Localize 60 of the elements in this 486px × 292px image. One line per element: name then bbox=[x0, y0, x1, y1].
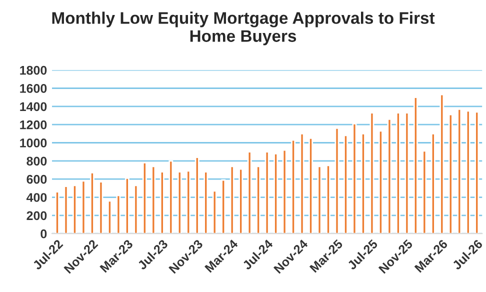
bar bbox=[204, 171, 208, 234]
bar bbox=[317, 166, 322, 234]
y-tick-label: 1600 bbox=[20, 84, 47, 93]
bar bbox=[160, 171, 164, 234]
bar bbox=[107, 200, 112, 234]
bar bbox=[291, 139, 296, 234]
bar bbox=[300, 132, 304, 234]
bar bbox=[404, 112, 410, 234]
bar bbox=[440, 94, 444, 234]
bar bbox=[134, 184, 138, 234]
bar bbox=[264, 151, 270, 234]
bar bbox=[212, 190, 217, 234]
bar bbox=[256, 166, 261, 234]
bar bbox=[360, 132, 366, 234]
bar bbox=[194, 156, 200, 234]
bar bbox=[396, 112, 400, 234]
y-tick-label: 1800 bbox=[20, 66, 47, 75]
bar bbox=[230, 166, 234, 234]
bar bbox=[55, 191, 60, 234]
bar bbox=[247, 151, 252, 234]
bar bbox=[151, 166, 156, 234]
y-tick-label: 200 bbox=[26, 211, 47, 220]
bar bbox=[474, 111, 480, 234]
bar bbox=[81, 180, 86, 234]
bar bbox=[378, 130, 383, 234]
bar bbox=[98, 181, 104, 234]
bar bbox=[142, 162, 147, 234]
bar bbox=[282, 149, 287, 234]
bar bbox=[177, 171, 182, 234]
bar bbox=[274, 152, 278, 234]
bar bbox=[221, 179, 226, 234]
bar bbox=[457, 108, 462, 234]
bar bbox=[430, 132, 436, 234]
y-tick-label: 600 bbox=[26, 174, 47, 184]
bar bbox=[90, 172, 94, 234]
bar bbox=[448, 114, 453, 234]
chart-title: Monthly Low Equity Mortgage Approvals to First Home Buyers bbox=[52, 12, 435, 46]
bar bbox=[370, 112, 374, 234]
bar bbox=[466, 110, 470, 234]
bar bbox=[344, 134, 348, 234]
y-tick-label: 800 bbox=[26, 156, 47, 166]
bar bbox=[116, 194, 121, 234]
bar bbox=[352, 122, 357, 234]
bar bbox=[64, 186, 68, 234]
bar bbox=[334, 128, 340, 234]
bar bbox=[422, 150, 427, 234]
bar bbox=[387, 118, 392, 234]
bar bbox=[168, 160, 174, 234]
bar bbox=[308, 138, 313, 234]
bar bbox=[238, 168, 244, 234]
y-tick-label: 1400 bbox=[20, 102, 47, 112]
bar bbox=[124, 177, 130, 234]
y-tick-label: 0 bbox=[40, 229, 47, 238]
bar bbox=[72, 184, 77, 234]
bar bbox=[326, 164, 330, 234]
bar bbox=[186, 170, 191, 234]
y-tick-label: 400 bbox=[26, 193, 47, 202]
bar bbox=[413, 96, 418, 234]
y-tick-label: 1000 bbox=[20, 138, 47, 148]
y-tick-label: 1200 bbox=[20, 120, 47, 130]
